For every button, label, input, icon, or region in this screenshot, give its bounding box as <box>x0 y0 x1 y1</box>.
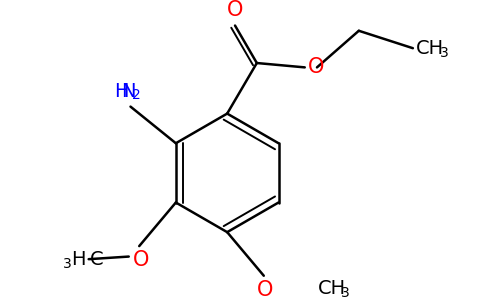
Text: 3: 3 <box>341 286 350 300</box>
Text: 3: 3 <box>440 46 449 60</box>
Text: N: N <box>121 82 136 101</box>
Text: O: O <box>133 250 149 271</box>
Text: 2: 2 <box>132 88 141 102</box>
Text: CH: CH <box>318 279 346 298</box>
Text: H: H <box>71 250 85 269</box>
Text: O: O <box>307 57 324 77</box>
Text: CH: CH <box>416 39 444 58</box>
Text: C: C <box>90 250 103 269</box>
Text: H: H <box>114 82 129 101</box>
Text: O: O <box>257 280 274 300</box>
Text: O: O <box>227 0 243 20</box>
Text: 3: 3 <box>63 256 72 271</box>
